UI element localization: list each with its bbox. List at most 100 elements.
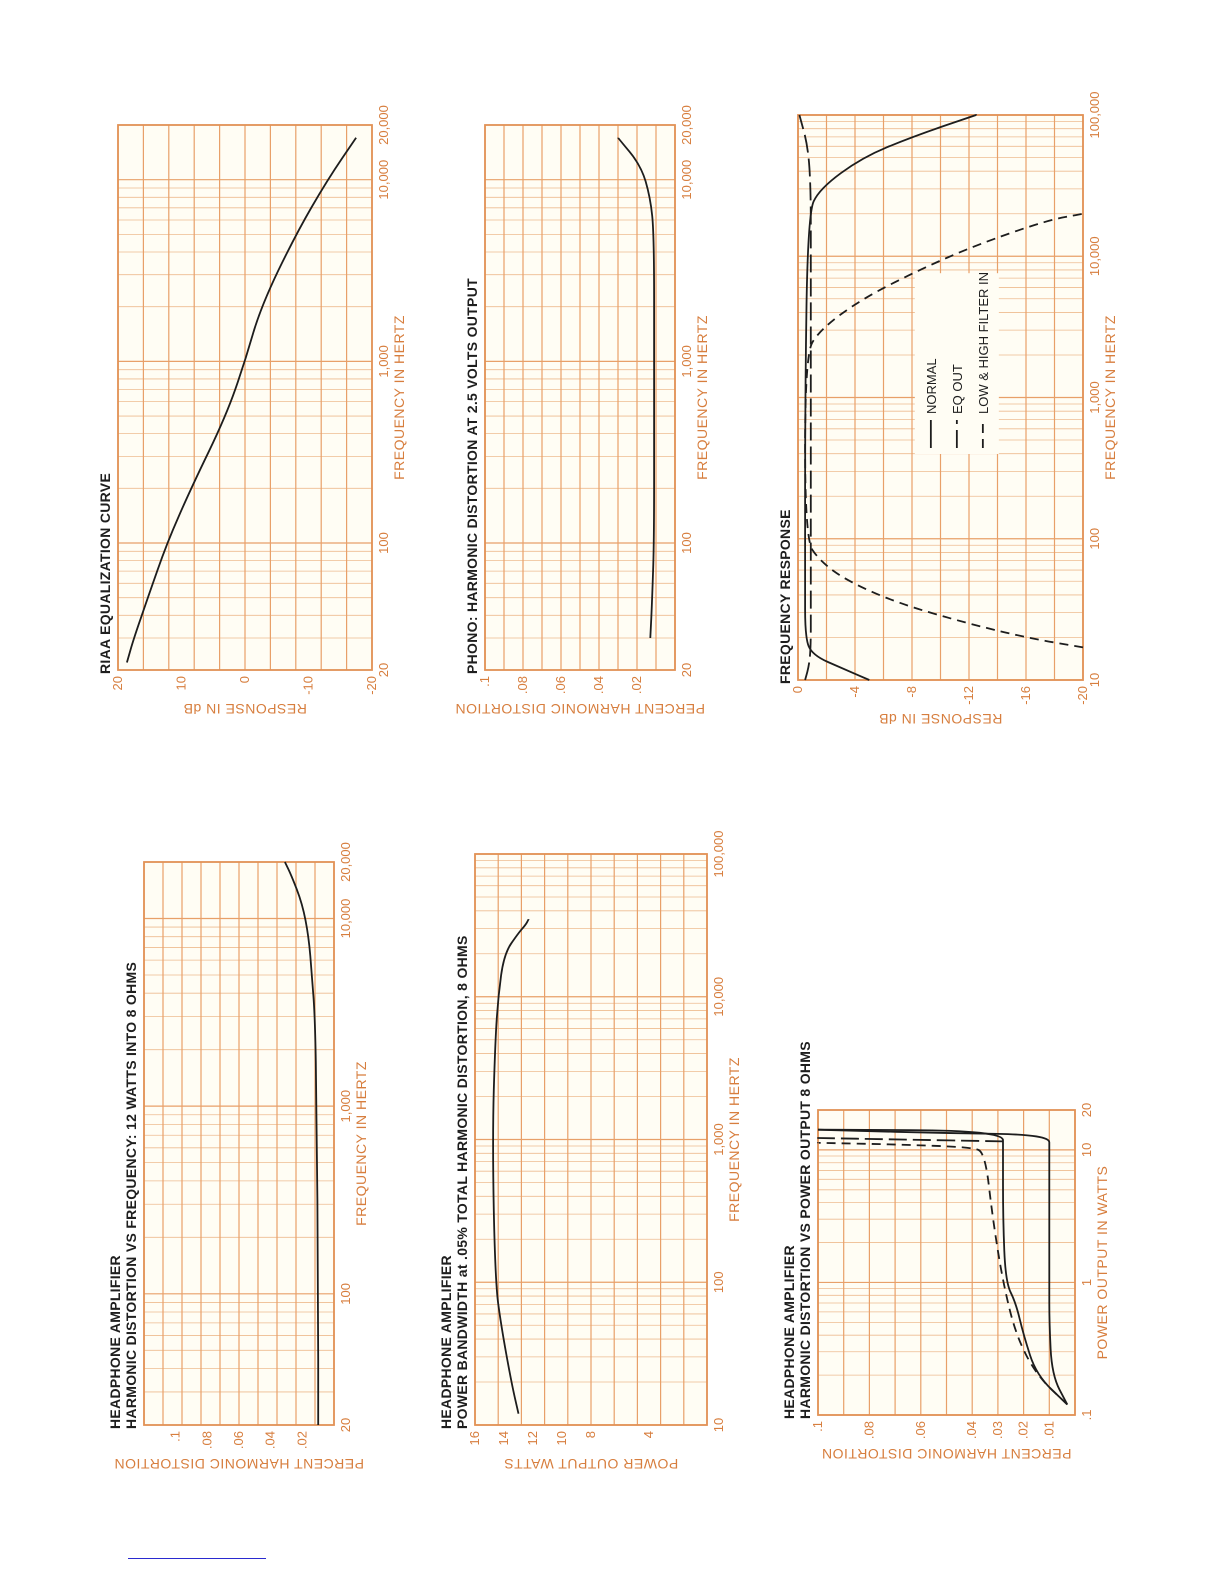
x-tick-label: 100 bbox=[376, 532, 391, 554]
x-tick-label: 100,000 bbox=[711, 831, 726, 878]
x-tick-label: .1 bbox=[1079, 1410, 1094, 1421]
y-tick-label: 16 bbox=[467, 1431, 482, 1445]
legend-label: EQ OUT bbox=[950, 364, 965, 414]
y-axis-label: RESPONSE IN dB bbox=[879, 711, 1003, 727]
y-tick-label: .08 bbox=[861, 1421, 876, 1439]
x-tick-label: 10 bbox=[1087, 673, 1102, 687]
series-line-power bbox=[492, 918, 530, 1414]
x-tick-label: 1,000 bbox=[376, 345, 391, 378]
x-axis-label: FREQUENCY IN HERTZ bbox=[391, 315, 407, 480]
x-tick-label: 20 bbox=[1079, 1103, 1094, 1117]
y-tick-label: .1 bbox=[477, 676, 492, 687]
y-tick-label: .1 bbox=[810, 1421, 825, 1432]
x-tick-label: 10,000 bbox=[376, 160, 391, 200]
y-tick-label: 12 bbox=[525, 1431, 540, 1445]
series-line-eq-out bbox=[798, 114, 812, 681]
x-tick-label: 100 bbox=[1087, 528, 1102, 550]
series-line-curve-d bbox=[817, 1137, 1004, 1143]
chart-hp_thd_power: HEADPHONE AMPLIFIER HARMONIC DISTORTION V… bbox=[760, 1041, 1140, 1462]
plot-frame bbox=[474, 853, 708, 1426]
chart-svg: FREQUENCY RESPONSE 0 -4 -8 -12 -16 -20 RESPONSE… bbox=[777, 92, 1118, 728]
x-tick-label: 1,000 bbox=[711, 1123, 726, 1156]
y-tick-label: -8 bbox=[904, 686, 919, 698]
chart-title: PHONO: HARMONIC DISTORTION AT 2.5 VOLTS … bbox=[464, 278, 480, 674]
y-tick-label: 0 bbox=[790, 686, 805, 693]
y-tick-label: 0 bbox=[237, 676, 252, 683]
legend-label: NORMAL bbox=[924, 358, 939, 414]
y-tick-label: .06 bbox=[231, 1431, 246, 1449]
x-tick-label: 100 bbox=[338, 1283, 353, 1305]
series-line-normal bbox=[804, 114, 978, 681]
series-line-curve-c bbox=[817, 1141, 1068, 1406]
plot-frame bbox=[797, 114, 1084, 681]
x-tick-label: 1,000 bbox=[679, 345, 694, 378]
x-tick-label: 20,000 bbox=[338, 842, 353, 882]
y-tick-label: .08 bbox=[199, 1431, 214, 1449]
series-line-curve-b bbox=[817, 1128, 1068, 1406]
y-tick-label: .04 bbox=[263, 1431, 278, 1449]
y-tick-label: .04 bbox=[964, 1421, 979, 1439]
x-axis-label: POWER OUTPUT IN WATTS bbox=[1094, 1166, 1110, 1360]
y-axis-label: RESPONSE IN dB bbox=[183, 701, 307, 717]
y-tick-label: .01 bbox=[1041, 1421, 1056, 1439]
y-tick-label: .03 bbox=[990, 1421, 1005, 1439]
x-axis-label: FREQUENCY IN HERTZ bbox=[694, 315, 710, 480]
y-tick-label: -10 bbox=[301, 676, 316, 695]
chart-svg: HEADPHONE AMPLIFIER HARMONIC DISTORTION V… bbox=[781, 1041, 1110, 1462]
y-tick-label: .02 bbox=[1016, 1421, 1031, 1439]
x-tick-label: 20 bbox=[376, 663, 391, 677]
y-tick-label: 14 bbox=[496, 1431, 511, 1445]
x-tick-label: 100 bbox=[679, 532, 694, 554]
x-axis-label: FREQUENCY IN HERTZ bbox=[726, 1057, 742, 1222]
x-tick-label: 1 bbox=[1079, 1279, 1094, 1286]
chart-subtitle: HARMONIC DISTORTION VS POWER OUTPUT 8 OH… bbox=[797, 1041, 813, 1419]
plot-frame bbox=[143, 861, 335, 1426]
chart-svg: HEADPHONE AMPLIFIER HARMONIC DISTORTION V… bbox=[107, 842, 369, 1472]
y-axis-label: PERCENT HARMONIC DISTORTION bbox=[822, 1446, 1072, 1462]
chart-hp_thd_freq: HEADPHONE AMPLIFIER HARMONIC DISTORTION V… bbox=[86, 842, 369, 1472]
y-tick-label: .02 bbox=[629, 676, 644, 694]
legend-label: LOW & HIGH FILTER IN bbox=[976, 272, 991, 414]
y-tick-label: -20 bbox=[1075, 686, 1090, 705]
chart-hp_bw: HEADPHONE AMPLIFIER POWER BANDWIDTH at .0… bbox=[417, 831, 747, 1473]
footnote-rule bbox=[128, 1558, 266, 1559]
series-line-thd bbox=[284, 861, 320, 1425]
y-tick-label: 20 bbox=[110, 676, 125, 690]
series-line-riaa bbox=[126, 137, 357, 663]
chart-riaa: RIAA EQUALIZATION CURVE 20 10 0 -10 -20 RESPON… bbox=[76, 105, 407, 717]
y-tick-label: .08 bbox=[515, 676, 530, 694]
y-tick-label: 10 bbox=[174, 676, 189, 690]
chart-freqresp: FREQUENCY RESPONSE 0 -4 -8 -12 -16 -20 RESPONSE… bbox=[756, 92, 1118, 728]
x-tick-label: 20,000 bbox=[376, 105, 391, 145]
y-axis-label: PERCENT HARMONIC DISTORTION bbox=[455, 701, 705, 717]
x-tick-label: 20 bbox=[338, 1418, 353, 1432]
chart-title: HEADPHONE AMPLIFIER bbox=[781, 1245, 797, 1419]
x-axis-label: FREQUENCY IN HERTZ bbox=[353, 1061, 369, 1226]
x-tick-label: 1,000 bbox=[1087, 381, 1102, 414]
series-line-low-high-filter-in bbox=[804, 212, 1084, 649]
chart-title: RIAA EQUALIZATION CURVE bbox=[97, 473, 113, 674]
chart-title: HEADPHONE AMPLIFIER bbox=[107, 1255, 123, 1429]
y-axis-label: POWER OUTPUT WATTS bbox=[504, 1456, 678, 1472]
y-axis-label: PERCENT HARMONIC DISTORTION bbox=[114, 1456, 364, 1472]
x-axis-label: FREQUENCY IN HERTZ bbox=[1102, 315, 1118, 480]
x-tick-label: 10,000 bbox=[679, 160, 694, 200]
x-tick-label: 100,000 bbox=[1087, 92, 1102, 139]
y-tick-label: .1 bbox=[168, 1431, 183, 1442]
chart-subtitle: HARMONIC DISTORTION VS FREQUENCY: 12 WAT… bbox=[123, 962, 139, 1429]
chart-phono: PHONO: HARMONIC DISTORTION AT 2.5 VOLTS … bbox=[443, 105, 723, 717]
x-tick-label: 10 bbox=[1079, 1143, 1094, 1157]
x-tick-label: 10,000 bbox=[338, 899, 353, 939]
series-line-thd bbox=[617, 137, 655, 639]
legend-box bbox=[914, 273, 999, 454]
x-tick-label: 10 bbox=[711, 1418, 726, 1432]
y-tick-label: 4 bbox=[641, 1431, 656, 1438]
x-tick-label: 20,000 bbox=[679, 105, 694, 145]
chart-title: FREQUENCY RESPONSE bbox=[777, 509, 793, 684]
y-tick-label: -16 bbox=[1018, 686, 1033, 705]
plot-frame bbox=[117, 124, 373, 671]
chart-svg: HEADPHONE AMPLIFIER POWER BANDWIDTH at .0… bbox=[438, 831, 742, 1473]
y-tick-label: 8 bbox=[583, 1431, 598, 1438]
plot-frame bbox=[817, 1109, 1076, 1416]
y-tick-label: .06 bbox=[553, 676, 568, 694]
